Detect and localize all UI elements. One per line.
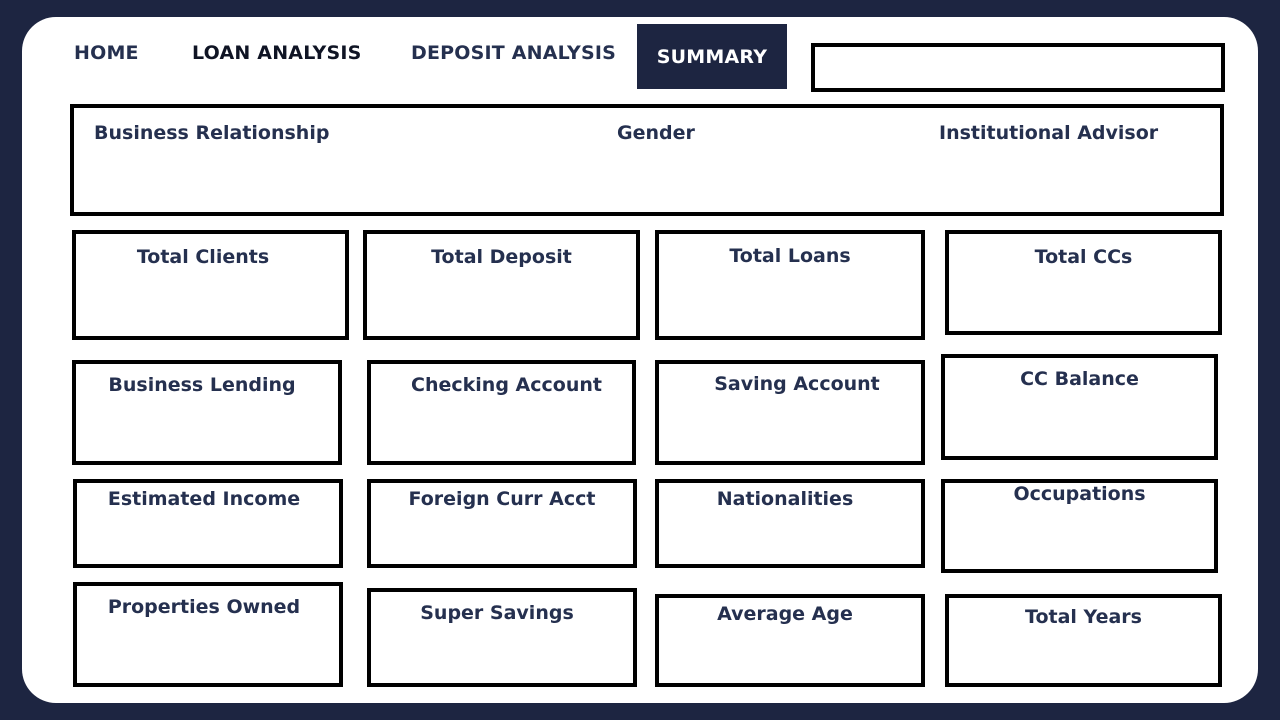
kpi-label: Saving Account (714, 373, 880, 395)
kpi-average-age: Average Age (655, 594, 925, 687)
kpi-label: Total Years (1025, 606, 1142, 628)
kpi-total-clients: Total Clients (72, 230, 349, 340)
filter-business-relationship[interactable]: Business Relationship (94, 122, 330, 144)
nav-summary[interactable]: SUMMARY (637, 24, 787, 89)
kpi-label: Checking Account (411, 374, 602, 396)
kpi-nationalities: Nationalities (655, 479, 925, 568)
kpi-label: Total CCs (1034, 246, 1133, 268)
kpi-total-years: Total Years (945, 594, 1222, 687)
kpi-label: Super Savings (420, 602, 574, 624)
kpi-label: Estimated Income (107, 488, 301, 510)
kpi-properties-owned: Properties Owned (73, 582, 343, 687)
kpi-total-deposit: Total Deposit (363, 230, 640, 340)
kpi-label: Foreign Curr Acct (408, 488, 596, 510)
search-box[interactable] (811, 43, 1225, 92)
search-input[interactable] (815, 47, 1221, 88)
kpi-occupations: Occupations (941, 479, 1218, 573)
kpi-label: Average Age (717, 603, 853, 625)
nav-loan-analysis[interactable]: LOAN ANALYSIS (192, 42, 362, 64)
kpi-label: Total Clients (136, 246, 270, 268)
filter-institutional-advisor[interactable]: Institutional Advisor (939, 122, 1159, 144)
kpi-business-lending: Business Lending (72, 360, 342, 465)
kpi-label: Total Deposit (431, 246, 572, 268)
kpi-label: Nationalities (716, 488, 854, 510)
kpi-cc-balance: CC Balance (941, 354, 1218, 460)
kpi-label: Business Lending (108, 374, 296, 396)
kpi-label: Properties Owned (107, 596, 301, 618)
filter-gender[interactable]: Gender (617, 122, 695, 144)
kpi-label: CC Balance (1020, 368, 1139, 390)
kpi-label: Total Loans (729, 245, 851, 267)
nav-home[interactable]: HOME (74, 42, 139, 64)
filter-panel (70, 104, 1224, 216)
kpi-super-savings: Super Savings (367, 588, 637, 687)
kpi-foreign-curr-acct: Foreign Curr Acct (367, 479, 637, 568)
kpi-checking-account: Checking Account (367, 360, 636, 465)
kpi-estimated-income: Estimated Income (73, 479, 343, 568)
nav-deposit-analysis[interactable]: DEPOSIT ANALYSIS (411, 42, 617, 64)
kpi-label: Occupations (1013, 483, 1146, 505)
kpi-total-ccs: Total CCs (945, 230, 1222, 335)
kpi-saving-account: Saving Account (655, 360, 925, 465)
kpi-total-loans: Total Loans (655, 230, 925, 340)
